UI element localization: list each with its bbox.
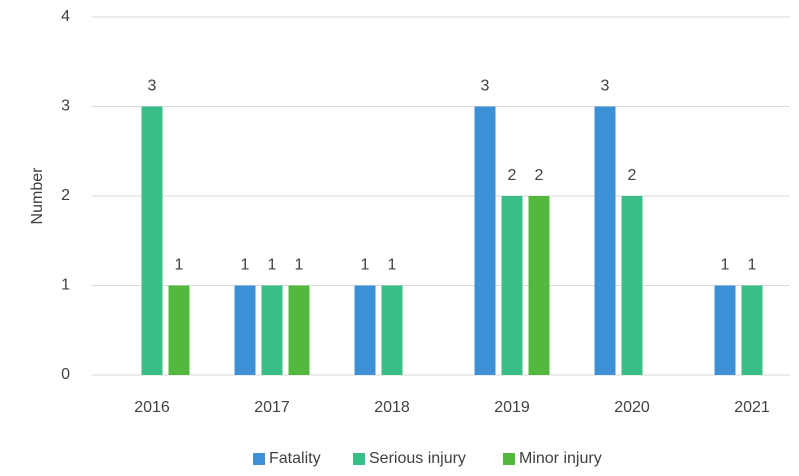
data-label: 1 — [388, 257, 397, 274]
x-tick-label: 2020 — [614, 399, 650, 416]
x-tick-label: 2017 — [254, 399, 290, 416]
data-label: 3 — [148, 78, 157, 95]
bar — [714, 285, 736, 375]
bar — [474, 106, 496, 375]
bar — [234, 285, 256, 375]
data-label: 1 — [175, 257, 184, 274]
legend-label: Fatality — [269, 450, 321, 467]
x-tick-label: 2016 — [134, 399, 170, 416]
bar — [354, 285, 376, 375]
data-label: 2 — [508, 167, 517, 184]
y-tick-label: 0 — [61, 366, 70, 383]
y-tick-label: 4 — [61, 8, 70, 25]
legend-swatch — [253, 453, 265, 465]
y-tick-label: 1 — [61, 277, 70, 294]
legend-label: Serious injury — [369, 450, 466, 467]
data-label: 1 — [268, 257, 277, 274]
bar — [168, 285, 190, 375]
data-label: 1 — [295, 257, 304, 274]
bar — [501, 196, 523, 375]
data-label: 1 — [748, 257, 757, 274]
data-label: 3 — [481, 78, 490, 95]
legend-label: Minor injury — [519, 450, 602, 467]
bar — [381, 285, 403, 375]
data-label: 2 — [628, 167, 637, 184]
x-tick-label: 2018 — [374, 399, 410, 416]
bar — [141, 106, 163, 375]
y-tick-label: 3 — [61, 98, 70, 115]
bar — [288, 285, 310, 375]
x-tick-label: 2019 — [494, 399, 530, 416]
x-tick-label: 2021 — [734, 399, 770, 416]
bar — [594, 106, 616, 375]
data-label: 2 — [535, 167, 544, 184]
legend-swatch — [503, 453, 515, 465]
y-tick-label: 2 — [61, 187, 70, 204]
bar — [261, 285, 283, 375]
data-label: 3 — [601, 78, 610, 95]
data-label: 1 — [361, 257, 370, 274]
bar — [528, 196, 550, 375]
legend-swatch — [353, 453, 365, 465]
y-axis-label: Number — [29, 167, 46, 225]
data-label: 1 — [721, 257, 730, 274]
bar — [621, 196, 643, 375]
data-label: 1 — [241, 257, 250, 274]
bar — [741, 285, 763, 375]
